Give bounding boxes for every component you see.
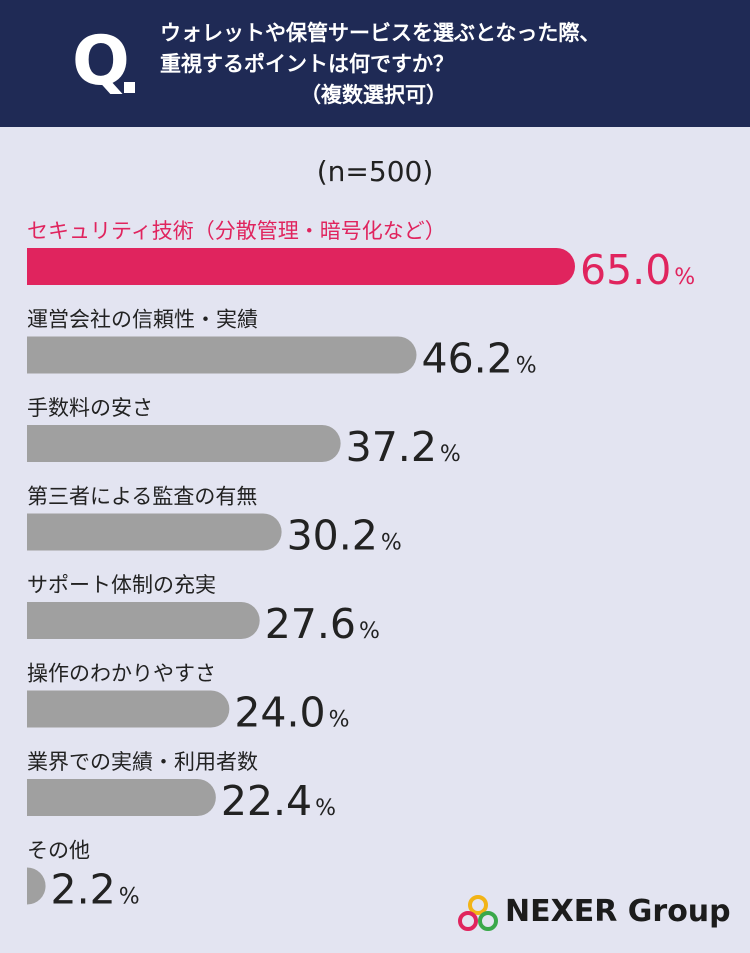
question-header: Q ウォレットや保管サービスを選ぶとなった際、 重視するポイントは何ですか？ （… xyxy=(0,0,750,127)
bar xyxy=(27,425,341,462)
bar xyxy=(27,779,216,816)
q-dot xyxy=(124,82,135,93)
question-line-3: （複数選択可） xyxy=(300,83,447,107)
bar xyxy=(27,336,417,374)
question-line-2: 重視するポイントは何ですか？ xyxy=(160,52,454,76)
category-label: セキュリティ技術（分散管理・暗号化など） xyxy=(27,219,446,243)
bar xyxy=(27,248,575,285)
bar xyxy=(27,867,46,905)
nexer-logo-icon xyxy=(458,895,498,931)
bar xyxy=(27,690,230,728)
category-label: 第三者による監査の有無 xyxy=(27,485,257,509)
value-label: 2.2% xyxy=(51,866,140,914)
value-label: 24.0% xyxy=(234,689,349,737)
category-label: 業界での実績・利用者数 xyxy=(27,750,258,774)
value-label: 27.6% xyxy=(265,600,380,648)
value-label: 37.2% xyxy=(346,423,461,471)
nexer-group-logo: NEXER Group xyxy=(455,892,731,938)
sample-size: (n=500) xyxy=(316,155,434,188)
value-label: 46.2% xyxy=(422,335,537,383)
category-label: 操作のわかりやすさ xyxy=(27,662,216,686)
category-label: 手数料の安さ xyxy=(27,396,153,420)
value-label: 65.0% xyxy=(580,246,695,294)
q-label: Q xyxy=(72,22,130,101)
category-label: その他 xyxy=(27,839,90,863)
value-label: 22.4% xyxy=(221,777,336,825)
category-label: 運営会社の信頼性・実績 xyxy=(27,308,258,332)
value-label: 30.2% xyxy=(287,512,402,560)
question-line-1: ウォレットや保管サービスを選ぶとなった際、 xyxy=(160,21,601,45)
bar xyxy=(27,513,282,551)
category-label: サポート体制の充実 xyxy=(27,573,216,597)
question-text: ウォレットや保管サービスを選ぶとなった際、 重視するポイントは何ですか？ （複数… xyxy=(160,18,720,111)
logo-text: NEXER Group xyxy=(505,894,731,929)
bar xyxy=(27,602,260,639)
